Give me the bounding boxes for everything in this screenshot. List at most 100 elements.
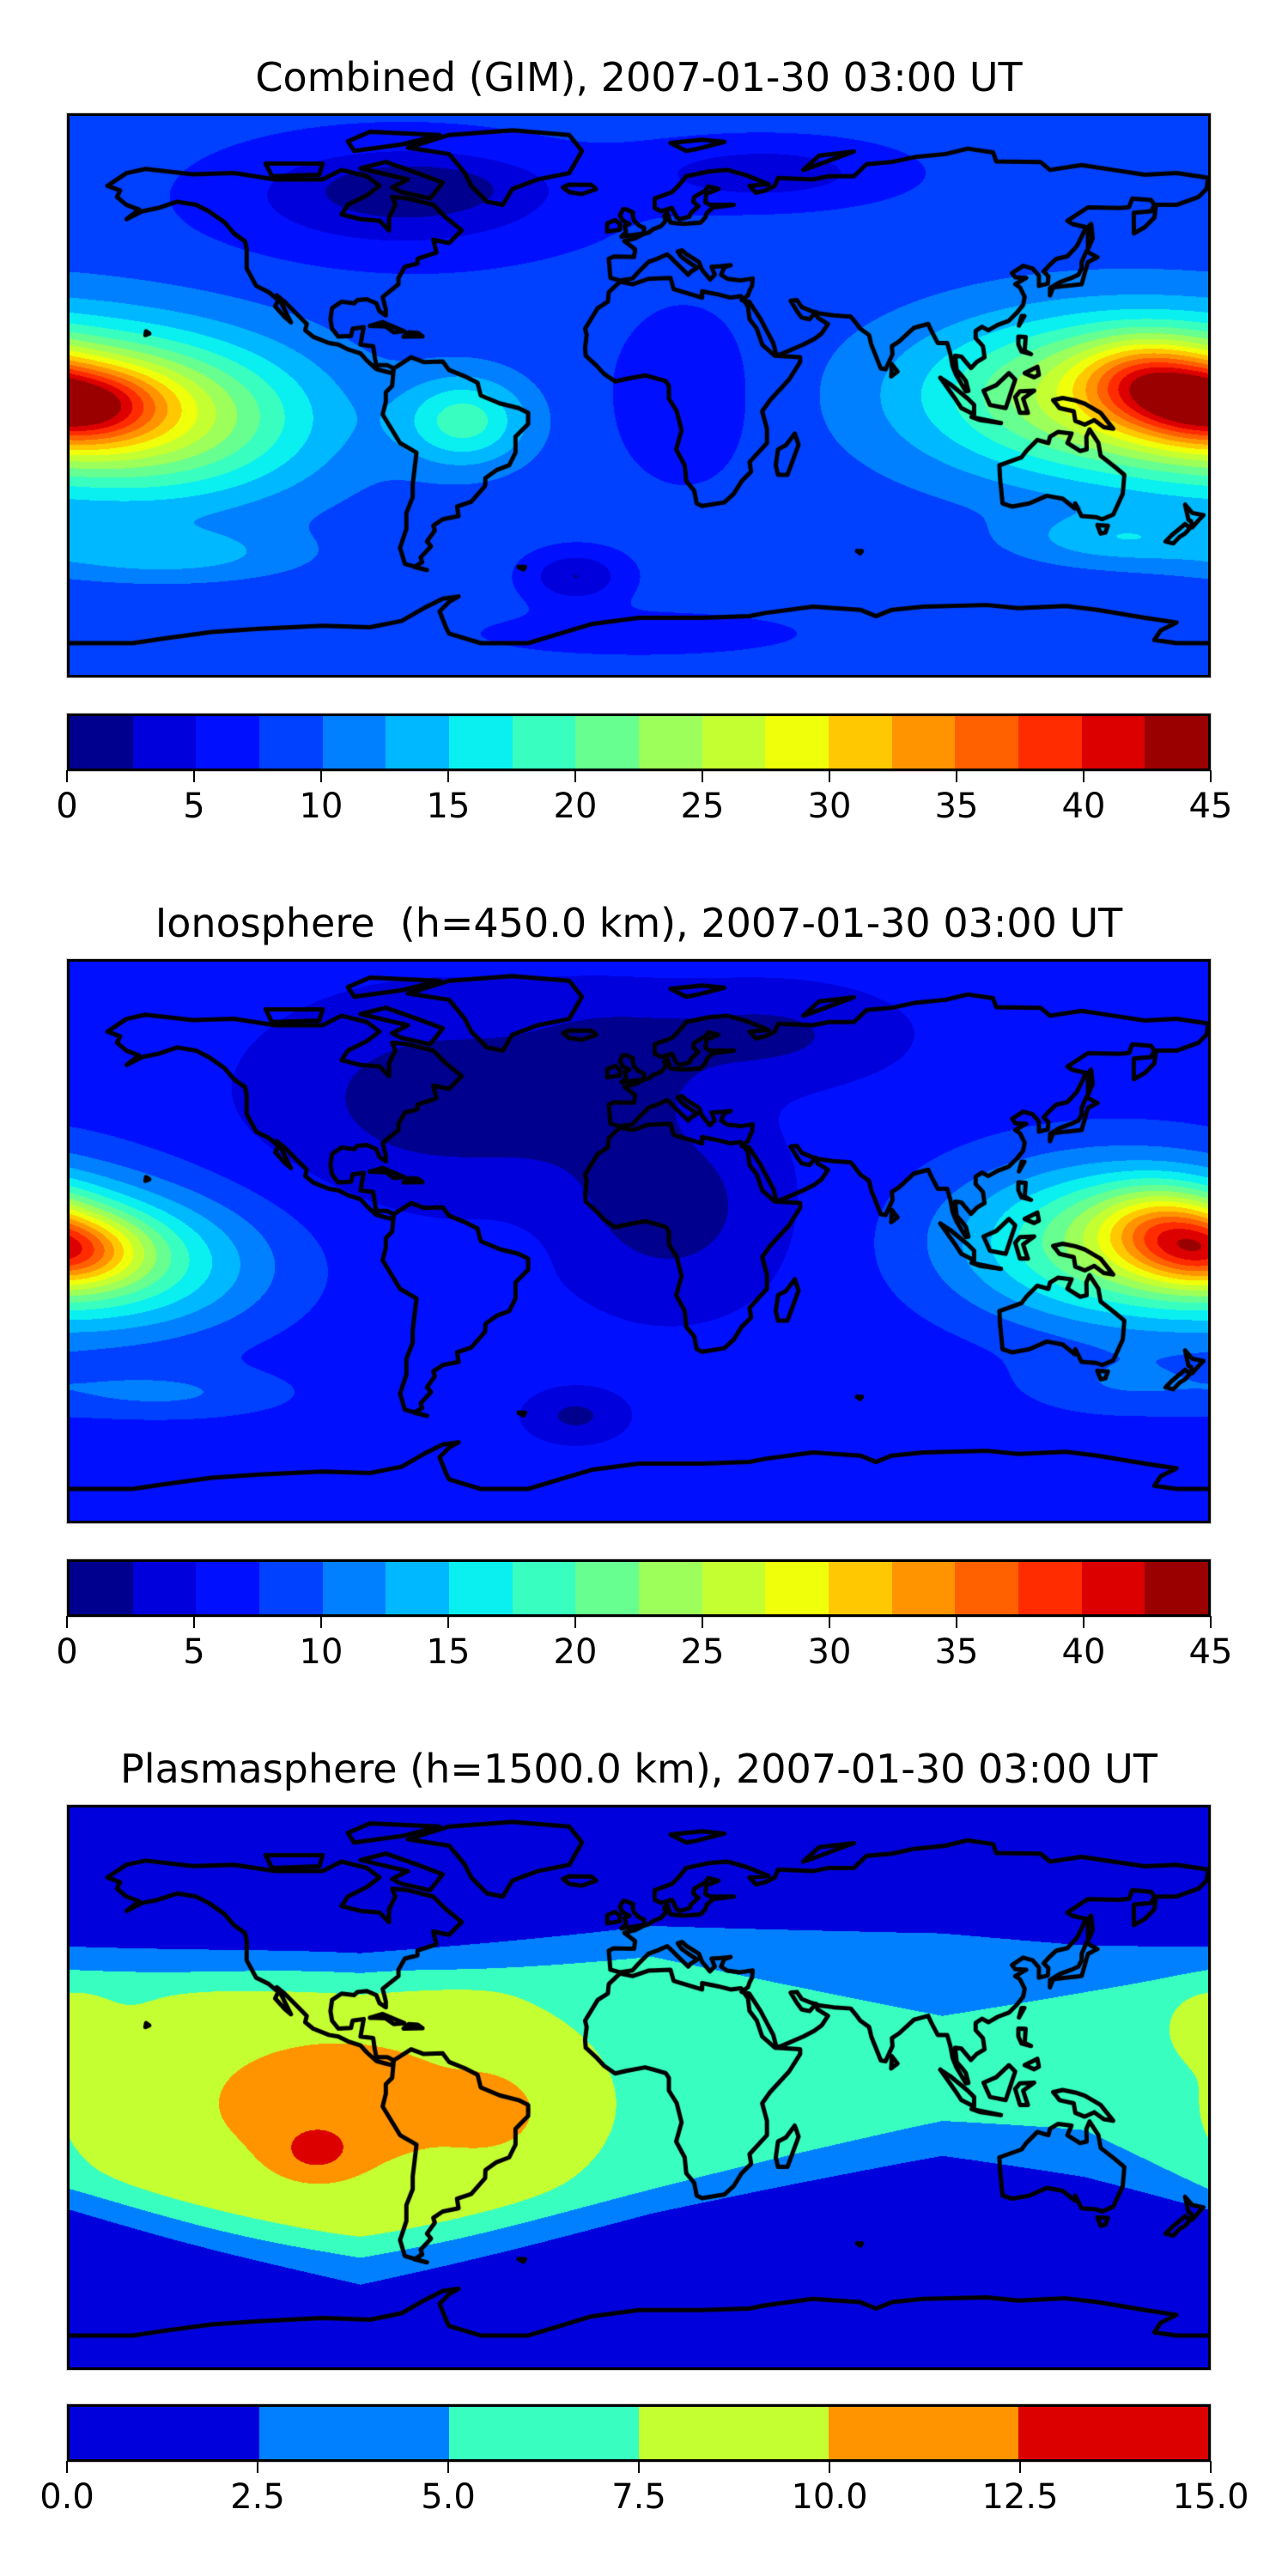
colorbar-tick-mark — [192, 1616, 195, 1628]
panel-title-combined: Combined (GIM), 2007-01-30 03:00 UT — [255, 54, 1023, 100]
colorbar-segment — [196, 716, 260, 769]
colorbar-tick-label: 10.0 — [791, 2477, 868, 2517]
colorbar-tick-label: 15 — [426, 1632, 471, 1672]
colorbar-segment — [955, 716, 1019, 769]
colorbar-tick-mark — [66, 2461, 68, 2473]
colorbar-segment — [829, 2407, 1018, 2459]
colorbar-segment — [702, 1562, 766, 1614]
colorbar-segment — [575, 1562, 640, 1614]
colorbar-segment — [891, 1562, 956, 1614]
colorbar-tick-label: 25 — [680, 787, 725, 826]
colorbar-tick-mark — [829, 770, 830, 782]
colorbar-segment — [1145, 716, 1209, 769]
colorbar-tick-label: 45 — [1188, 787, 1233, 826]
colorbar-ticks-plasmasphere: 0.0 2.5 5.0 7.5 10.0 12.5 15.0 — [39, 2461, 1249, 2521]
colorbar-tick-mark — [1082, 1616, 1084, 1628]
colorbar-tick-mark — [1210, 1616, 1212, 1628]
colorbar-segment — [1018, 2407, 1208, 2459]
colorbar-segment — [259, 2407, 449, 2459]
colorbar-segment — [702, 716, 766, 769]
colorbar-tick-label: 30 — [807, 1632, 852, 1672]
colorbar-plasmasphere — [66, 2403, 1212, 2463]
map-ionosphere — [66, 958, 1212, 1524]
colorbar-segment — [512, 1562, 576, 1614]
colorbar-tick-mark — [1210, 770, 1212, 782]
colorbar-segment — [891, 716, 956, 769]
colorbar-tick-label: 35 — [934, 1632, 979, 1672]
colorbar-tick-mark — [1082, 770, 1084, 782]
colorbar-segment — [70, 716, 133, 769]
colorbar-tick-label: 10 — [299, 787, 343, 826]
colorbar-ticks-ionosphere: 0 5 10 15 20 25 30 35 40 45 — [56, 1616, 1232, 1676]
colorbar-tick-label: 7.5 — [611, 2477, 666, 2517]
panel-title-plasmasphere: Plasmasphere (h=1500.0 km), 2007-01-30 0… — [120, 1746, 1157, 1792]
contour-map-canvas — [70, 962, 1208, 1521]
colorbar-tick-mark — [638, 2461, 640, 2473]
colorbar-combined — [66, 713, 1212, 772]
colorbar-segment — [449, 716, 513, 769]
colorbar-tick-label: 15.0 — [1172, 2477, 1249, 2517]
colorbar-segment — [132, 716, 197, 769]
colorbar-tick-label: 5.0 — [421, 2477, 476, 2517]
colorbar-tick-mark — [319, 770, 322, 782]
colorbar-tick-label: 35 — [934, 787, 979, 826]
colorbar-tick-mark — [66, 770, 68, 782]
colorbar-tick-label: 10 — [299, 1632, 343, 1672]
colorbar-tick-mark — [447, 770, 449, 782]
colorbar-segment — [70, 1562, 133, 1614]
colorbar-segment — [765, 1562, 829, 1614]
colorbar-tick-mark — [574, 1616, 576, 1628]
colorbar-segment — [829, 716, 892, 769]
colorbar-segment — [639, 2407, 829, 2459]
colorbar-tick-label: 40 — [1061, 787, 1106, 826]
colorbar-tick-label: 20 — [553, 1632, 598, 1672]
colorbar-segment — [1081, 1562, 1145, 1614]
panel-title-ionosphere: Ionosphere (h=450.0 km), 2007-01-30 03:0… — [155, 900, 1123, 946]
colorbar-tick-mark — [829, 1616, 830, 1628]
colorbar-tick-label: 0.0 — [39, 2477, 94, 2517]
colorbar-tick-mark — [1210, 2461, 1212, 2473]
colorbar-segment — [386, 716, 450, 769]
colorbar-segment — [1145, 1562, 1209, 1614]
colorbar-segment — [386, 1562, 450, 1614]
colorbar-segment — [1081, 716, 1145, 769]
map-plasmasphere — [66, 1804, 1212, 2371]
colorbar-segment — [322, 1562, 386, 1614]
colorbar-segment — [259, 1562, 323, 1614]
colorbar-tick-mark — [702, 1616, 703, 1628]
colorbar-tick-mark — [829, 2461, 830, 2473]
colorbar-segment — [449, 1562, 513, 1614]
colorbar-segment — [639, 716, 702, 769]
colorbar-tick-label: 2.5 — [230, 2477, 285, 2517]
colorbar-tick-mark — [1019, 2461, 1021, 2473]
colorbar-tick-mark — [447, 1616, 449, 1628]
colorbar-tick-label: 45 — [1188, 1632, 1233, 1672]
colorbar-tick-mark — [447, 2461, 449, 2473]
map-combined-gim — [66, 112, 1212, 678]
colorbar-segment — [1018, 1562, 1082, 1614]
colorbar-tick-label: 25 — [680, 1632, 725, 1672]
colorbar-tick-mark — [702, 770, 703, 782]
colorbar-segment — [259, 716, 323, 769]
colorbar-tick-label: 40 — [1061, 1632, 1106, 1672]
colorbar-segment — [1018, 716, 1082, 769]
colorbar-segment — [765, 716, 829, 769]
colorbar-segment — [132, 1562, 197, 1614]
colorbar-segment — [449, 2407, 639, 2459]
colorbar-segment — [322, 716, 386, 769]
colorbar-tick-mark — [192, 770, 195, 782]
contour-map-canvas — [70, 1807, 1208, 2367]
colorbar-tick-label: 0 — [56, 1632, 78, 1672]
colorbar-tick-label: 30 — [807, 787, 852, 826]
colorbar-segment — [829, 1562, 892, 1614]
colorbar-segment — [196, 1562, 260, 1614]
colorbar-segment — [70, 2407, 259, 2459]
colorbar-ionosphere — [66, 1558, 1212, 1618]
colorbar-tick-mark — [956, 1616, 957, 1628]
colorbar-tick-label: 5 — [183, 787, 205, 826]
colorbar-tick-mark — [319, 1616, 322, 1628]
colorbar-tick-mark — [66, 1616, 68, 1628]
colorbar-tick-mark — [574, 770, 576, 782]
colorbar-segment — [639, 1562, 702, 1614]
colorbar-segment — [955, 1562, 1019, 1614]
